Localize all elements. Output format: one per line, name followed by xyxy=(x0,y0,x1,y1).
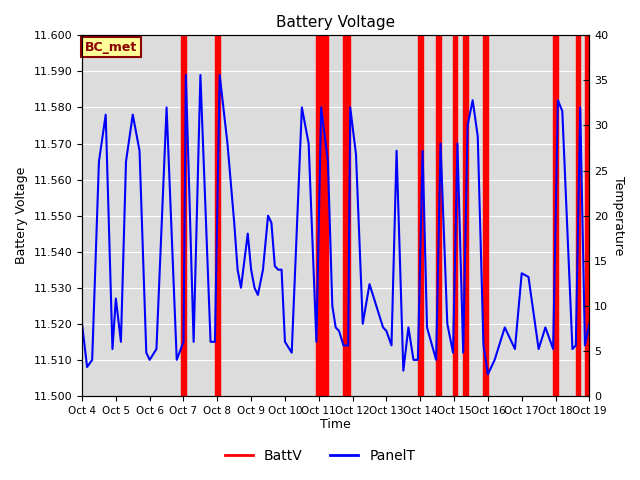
Bar xyxy=(344,36,350,396)
Bar xyxy=(453,36,458,396)
Bar xyxy=(463,36,468,396)
Bar xyxy=(436,36,440,396)
Legend: BattV, PanelT: BattV, PanelT xyxy=(220,443,420,468)
Bar xyxy=(553,36,558,396)
Y-axis label: Temperature: Temperature xyxy=(612,176,625,255)
Bar xyxy=(316,36,328,396)
Title: Battery Voltage: Battery Voltage xyxy=(276,15,396,30)
Bar xyxy=(181,36,186,396)
Bar xyxy=(483,36,488,396)
Bar xyxy=(418,36,422,396)
Text: BC_met: BC_met xyxy=(84,41,137,54)
Bar xyxy=(585,36,589,396)
Bar xyxy=(576,36,580,396)
Y-axis label: Battery Voltage: Battery Voltage xyxy=(15,167,28,264)
Bar xyxy=(215,36,220,396)
X-axis label: Time: Time xyxy=(320,419,351,432)
